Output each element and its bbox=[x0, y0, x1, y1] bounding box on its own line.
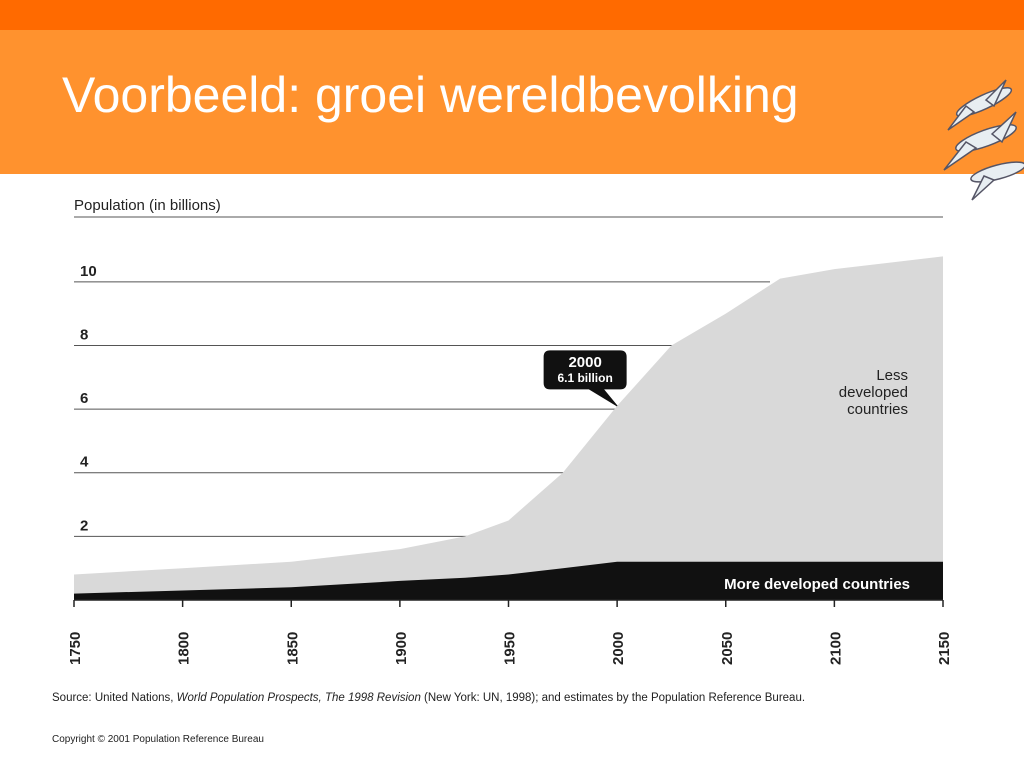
x-tick-label-2000: 2000 bbox=[610, 632, 627, 665]
series-label-less-developed: Less developed countries bbox=[839, 367, 908, 418]
x-tick-label-1750: 1750 bbox=[67, 632, 84, 665]
series-label-less-line1: Less bbox=[876, 367, 908, 384]
annotation-callout: 2000 6.1 billion bbox=[543, 350, 627, 407]
x-tick-label-1900: 1900 bbox=[393, 632, 410, 665]
x-tick-label-1850: 1850 bbox=[284, 632, 301, 665]
x-tick-label-2150: 2150 bbox=[936, 632, 953, 665]
y-tick-label-10: 10 bbox=[80, 263, 97, 280]
area-more-developed bbox=[74, 561, 943, 600]
copyright-note: Copyright © 2001 Population Reference Bu… bbox=[52, 734, 264, 745]
title-banner bbox=[0, 30, 1024, 174]
x-tick-label-1800: 1800 bbox=[176, 632, 193, 665]
slide-title: Voorbeeld: groei wereldbevolking bbox=[62, 67, 799, 123]
series-label-less-line2: developed bbox=[839, 384, 908, 401]
series-label-less-line3: countries bbox=[847, 401, 908, 418]
area-less-developed bbox=[74, 256, 943, 600]
x-tick-label-2100: 2100 bbox=[827, 632, 844, 665]
x-tick-label-1950: 1950 bbox=[502, 632, 519, 665]
source-prefix: Source: United Nations, bbox=[52, 692, 177, 704]
source-title: World Population Prospects, The 1998 Rev… bbox=[176, 692, 421, 704]
series-label-more-developed: More developed countries bbox=[724, 576, 910, 593]
flying-fish-icon bbox=[943, 79, 1024, 201]
x-tick-label-2050: 2050 bbox=[719, 632, 736, 665]
callout-year: 2000 bbox=[568, 354, 601, 371]
top-accent-bar bbox=[0, 0, 1024, 30]
y-tick-label-2: 2 bbox=[80, 517, 88, 534]
y-axis-label: Population (in billions) bbox=[74, 197, 221, 214]
y-tick-label-8: 8 bbox=[80, 326, 88, 343]
y-tick-label-6: 6 bbox=[80, 390, 88, 407]
y-tick-label-4: 4 bbox=[80, 454, 89, 471]
source-note: Source: United Nations, World Population… bbox=[52, 690, 962, 706]
callout-bubble bbox=[543, 350, 627, 407]
callout-value: 6.1 billion bbox=[557, 371, 612, 385]
population-chart: Population (in billions) 0246810 1750180… bbox=[67, 197, 953, 665]
source-rest: (New York: UN, 1998); and estimates by t… bbox=[420, 692, 806, 704]
